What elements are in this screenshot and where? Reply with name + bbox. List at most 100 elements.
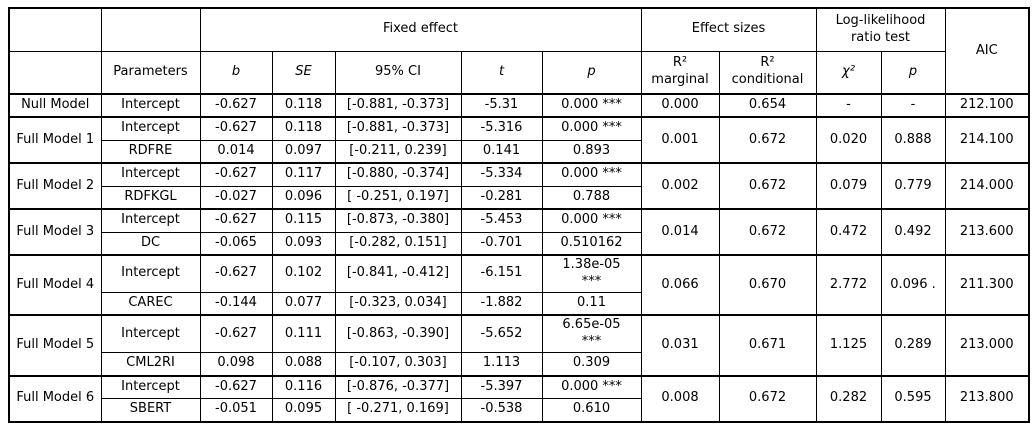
chi2-cell: 0.282 xyxy=(815,374,882,423)
effect-sizes-group-header: Effect sizes xyxy=(640,7,817,52)
p-cell: 0.893 xyxy=(541,139,642,164)
se-cell: 0.118 xyxy=(271,93,336,118)
model-name: Null Model xyxy=(8,93,102,118)
p-cell: 0.788 xyxy=(541,185,642,210)
ci-cell: [-0.211, 0.239] xyxy=(334,139,462,164)
table-row: RDFRE 0.014 0.097 [-0.211, 0.239] 0.141 … xyxy=(9,139,1029,164)
b-cell: -0.027 xyxy=(199,185,273,210)
p-lrt-cell: 0.888 xyxy=(880,116,946,164)
b-cell: -0.627 xyxy=(199,253,273,293)
aic-cell: 212.100 xyxy=(944,93,1030,118)
chi2-cell: 0.020 xyxy=(815,116,882,164)
model-comparison-table: Fixed effect Effect sizes Log-likelihood… xyxy=(8,7,1030,423)
p-cell: 6.65e-05 *** xyxy=(541,314,642,354)
r2-conditional-cell: 0.672 xyxy=(718,116,817,164)
chi2-cell: - xyxy=(815,93,882,118)
r2-marginal-cell: 0.008 xyxy=(640,374,720,423)
b-cell: 0.014 xyxy=(199,139,273,164)
aic-cell: 214.000 xyxy=(944,162,1030,210)
se-cell: 0.095 xyxy=(271,398,336,423)
r2-conditional-header: R² conditional xyxy=(718,50,817,95)
table-row: Full Model 6 Intercept -0.627 0.116 [-0.… xyxy=(8,374,1030,423)
loglik-group-header: Log-likelihood ratio test xyxy=(815,7,946,52)
t-cell: 1.113 xyxy=(460,352,543,377)
b-cell: -0.627 xyxy=(199,93,273,118)
header-sub-row: Parameters b SE 95% CI t p R² marginal R… xyxy=(8,50,1029,95)
model-name: Full Model 3 xyxy=(8,208,102,256)
param-cell: DC xyxy=(100,231,201,256)
param-cell: Intercept xyxy=(100,314,201,354)
t-cell: -0.701 xyxy=(460,231,543,256)
ci-cell: [-0.863, -0.390] xyxy=(334,314,462,354)
t-header: t xyxy=(460,50,543,95)
t-cell: -5.316 xyxy=(460,116,543,141)
se-cell: 0.118 xyxy=(271,116,336,141)
t-cell: -0.281 xyxy=(460,185,543,210)
r2-conditional-cell: 0.654 xyxy=(718,93,817,118)
r2-conditional-cell: 0.670 xyxy=(718,253,817,316)
t-cell: -1.882 xyxy=(460,291,543,316)
blank-header-cell xyxy=(100,7,201,52)
p-cell: 0.000 *** xyxy=(541,93,642,118)
t-cell: -5.334 xyxy=(460,162,543,187)
blank-header-cell xyxy=(8,50,102,95)
se-cell: 0.116 xyxy=(271,374,336,400)
chi2-header: χ² xyxy=(815,50,882,95)
b-cell: -0.627 xyxy=(199,314,273,354)
r2-marginal-cell: 0.001 xyxy=(640,116,720,164)
param-cell: SBERT xyxy=(100,398,201,423)
aic-header: AIC xyxy=(944,7,1030,95)
ci-cell: [-0.841, -0.412] xyxy=(334,253,462,293)
table-row: Full Model 3 Intercept -0.627 0.115 [-0.… xyxy=(8,208,1030,256)
param-cell: RDFRE xyxy=(100,139,201,164)
aic-cell: 211.300 xyxy=(944,253,1030,316)
param-cell: Intercept xyxy=(100,162,201,187)
b-cell: -0.051 xyxy=(199,398,273,423)
se-header: SE xyxy=(271,50,336,95)
t-cell: -5.652 xyxy=(460,314,543,354)
p-cell: 0.510162 xyxy=(541,231,642,256)
table-row: SBERT -0.051 0.095 [ -0.271, 0.169] -0.5… xyxy=(9,398,1029,423)
t-cell: -0.538 xyxy=(460,398,543,423)
p-lrt-cell: 0.096 . xyxy=(880,253,946,316)
t-cell: 0.141 xyxy=(460,139,543,164)
r2-marginal-cell: 0.066 xyxy=(640,253,720,316)
param-cell: Intercept xyxy=(100,93,201,118)
p-header: p xyxy=(541,50,642,95)
b-cell: -0.627 xyxy=(199,116,273,141)
t-cell: -5.397 xyxy=(460,374,543,400)
t-cell: -6.151 xyxy=(460,253,543,293)
b-cell: 0.098 xyxy=(199,352,273,377)
table-row: Full Model 1 Intercept -0.627 0.118 [-0.… xyxy=(8,116,1030,164)
table-row: Null Model Intercept -0.627 0.118 [-0.88… xyxy=(8,93,1030,118)
p-cell: 0.000 *** xyxy=(541,116,642,141)
param-cell: Intercept xyxy=(100,116,201,141)
ci-cell: [-0.873, -0.380] xyxy=(334,208,462,233)
ci-cell: [-0.881, -0.373] xyxy=(334,93,462,118)
p-cell: 1.38e-05 *** xyxy=(541,253,642,293)
parameters-header: Parameters xyxy=(100,50,201,95)
p-cell: 0.000 *** xyxy=(541,162,642,187)
table-row: CAREC -0.144 0.077 [-0.323, 0.034] -1.88… xyxy=(9,291,1029,316)
fixed-effect-group-header: Fixed effect xyxy=(199,7,642,52)
aic-cell: 213.000 xyxy=(944,314,1030,377)
model-name: Full Model 1 xyxy=(8,116,102,164)
r2-marginal-cell: 0.014 xyxy=(640,208,720,256)
b-cell: -0.144 xyxy=(199,291,273,316)
table-row: Full Model 4 Intercept -0.627 0.102 [-0.… xyxy=(8,253,1030,316)
b-cell: -0.627 xyxy=(199,374,273,400)
header-group-row: Fixed effect Effect sizes Log-likelihood… xyxy=(8,7,1030,95)
ci-cell: [-0.876, -0.377] xyxy=(334,374,462,400)
r2-marginal-header: R² marginal xyxy=(640,50,720,95)
p-cell: 0.000 *** xyxy=(541,208,642,233)
r2-conditional-cell: 0.672 xyxy=(718,374,817,423)
chi2-cell: 2.772 xyxy=(815,253,882,316)
p-cell: 0.11 xyxy=(541,291,642,316)
p-lrt-header: p xyxy=(880,50,946,95)
p-lrt-cell: 0.595 xyxy=(880,374,946,423)
p-cell: 0.610 xyxy=(541,398,642,423)
param-cell: CML2RI xyxy=(100,352,201,377)
chi2-cell: 0.472 xyxy=(815,208,882,256)
table-row: Full Model 2 Intercept -0.627 0.117 [-0.… xyxy=(8,162,1030,210)
aic-cell: 213.600 xyxy=(944,208,1030,256)
